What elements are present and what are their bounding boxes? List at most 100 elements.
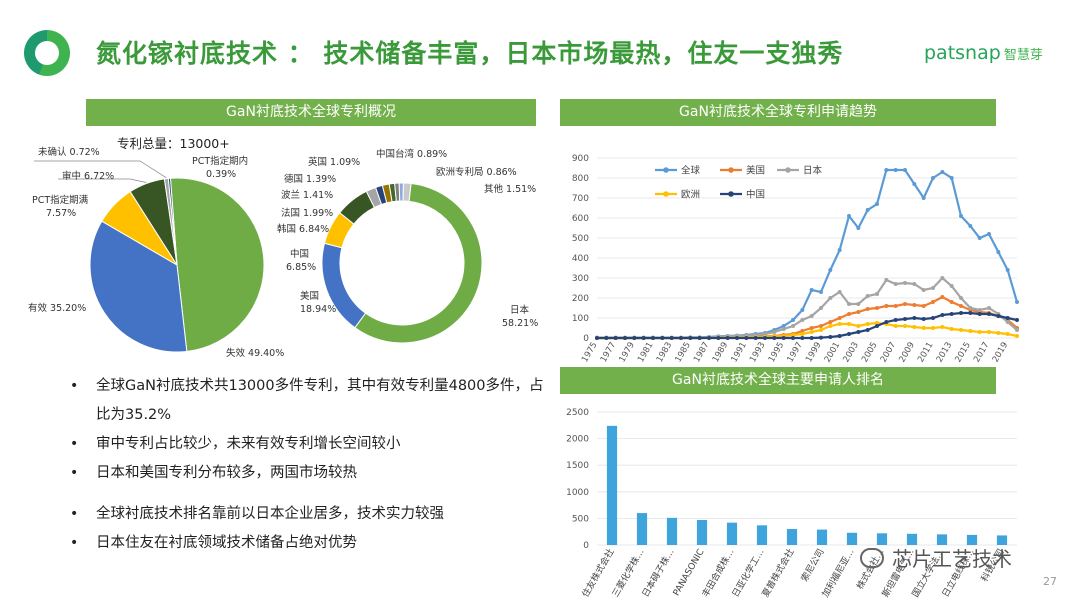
bar: [816, 529, 828, 545]
series-line-中国: [597, 311, 1018, 340]
series-point: [791, 324, 795, 328]
legend-label: 欧洲: [681, 189, 700, 201]
series-point: [791, 333, 795, 337]
series-point: [688, 336, 693, 340]
slice-其他: [402, 182, 412, 202]
slice-PCT指定期内: [167, 177, 178, 266]
series-point: [679, 336, 683, 340]
bar: [966, 534, 978, 545]
series-point: [940, 313, 945, 317]
x-tick-label: 1991: [729, 341, 748, 365]
slice-label: 其他 1.51%: [484, 183, 536, 195]
bar: [936, 534, 948, 545]
series-point: [921, 326, 926, 330]
ranking-bars: 住友株式会社三菱化学株…日本碍子株…PANASONIC丰田合成株…日亚化学工…夏…: [579, 425, 1008, 599]
series-point: [884, 168, 889, 172]
bar: [996, 535, 1008, 545]
series-point: [921, 317, 926, 321]
series-point: [959, 296, 963, 300]
series-point: [903, 281, 907, 285]
y-tick-label: 1500: [566, 461, 589, 471]
series-point: [651, 336, 655, 340]
series-point: [604, 336, 609, 340]
slice-label: 中国台湾 0.89%: [376, 148, 447, 160]
series-point: [875, 306, 879, 310]
y-tick-label: 400: [572, 254, 589, 264]
slice-label: PCT指定期满 7.57%: [32, 194, 89, 219]
series-point: [875, 202, 879, 206]
category-label: 索尼公司: [798, 547, 826, 584]
series-point: [828, 335, 833, 339]
x-tick-label: 1999: [804, 341, 823, 365]
series-point: [875, 324, 879, 328]
series-point: [903, 168, 907, 172]
series-point: [893, 282, 898, 286]
slice-label: PCT指定期内 0.39%: [192, 155, 248, 180]
series-point: [707, 336, 711, 340]
series-point: [903, 324, 907, 328]
series-point: [865, 322, 870, 326]
series-point: [875, 321, 879, 325]
bar: [786, 529, 798, 545]
series-point: [791, 336, 795, 340]
slice-有效: [89, 220, 188, 353]
series-point: [1015, 334, 1019, 338]
series-point: [800, 336, 805, 340]
y-tick-label: 600: [572, 214, 589, 224]
series-point: [613, 336, 618, 340]
x-tick-label: 2001: [823, 341, 842, 365]
series-point: [959, 214, 963, 218]
series-point: [921, 288, 926, 292]
leader-line: [34, 160, 167, 178]
series-point: [949, 312, 954, 316]
series-point: [800, 329, 805, 333]
x-tick-label: 1979: [617, 341, 636, 365]
series-point: [912, 282, 917, 286]
findings-list: 全球GaN衬底技术共13000多件专利，其中有效专利量4800多件，占比为35.…: [66, 372, 546, 558]
series-point: [940, 295, 945, 299]
series-point: [912, 182, 917, 186]
series-point: [772, 330, 777, 334]
series-point: [847, 322, 851, 326]
y-tick-label: 0: [583, 541, 589, 551]
series-point: [837, 290, 842, 294]
wechat-icon: [860, 547, 884, 568]
status-pie-labels: 失效 49.40% 有效 35.20% PCT指定期满 7.57% 审中 6.72% 未确…: [28, 146, 284, 359]
series-point: [921, 304, 926, 308]
category-label: PANASONIC: [672, 548, 707, 598]
series-point: [903, 302, 907, 306]
series-point: [744, 336, 749, 340]
series-point: [921, 196, 926, 200]
country-donut-chart: [321, 182, 483, 344]
legend-marker: [728, 191, 734, 197]
series-point: [940, 170, 945, 174]
series-point: [763, 332, 767, 336]
brand-name: patsnap: [924, 42, 1001, 64]
series-point: [949, 176, 954, 180]
series-point: [884, 304, 889, 308]
x-tick-label: 2013: [935, 341, 954, 365]
trend-line-chart: 0 100 200 300 400 500 600 700 800 900 1975 1977 1979…: [572, 154, 1019, 365]
x-tick-label: 2005: [860, 341, 879, 365]
series-point: [1015, 300, 1019, 304]
series-point: [800, 332, 805, 336]
watermark: 芯片工艺技术: [860, 543, 1012, 572]
bar: [846, 532, 858, 545]
series-point: [847, 332, 851, 336]
slice-失效: [169, 177, 265, 352]
series-point: [772, 336, 777, 340]
x-tick-label: 2017: [972, 341, 991, 365]
y-tick-label: 300: [572, 274, 589, 284]
legend-label: 美国: [746, 165, 765, 177]
series-point: [856, 310, 861, 314]
series-point: [977, 330, 982, 334]
series-point: [959, 311, 963, 315]
series-point: [912, 316, 917, 320]
y-tick-label: 200: [572, 294, 589, 304]
y-tick-label: 800: [572, 174, 589, 184]
x-tick-label: 2015: [953, 341, 972, 365]
series-point: [949, 300, 954, 304]
y-tick-label: 100: [572, 314, 589, 324]
series-point: [856, 302, 861, 306]
slice-label: 失效 49.40%: [226, 347, 284, 359]
